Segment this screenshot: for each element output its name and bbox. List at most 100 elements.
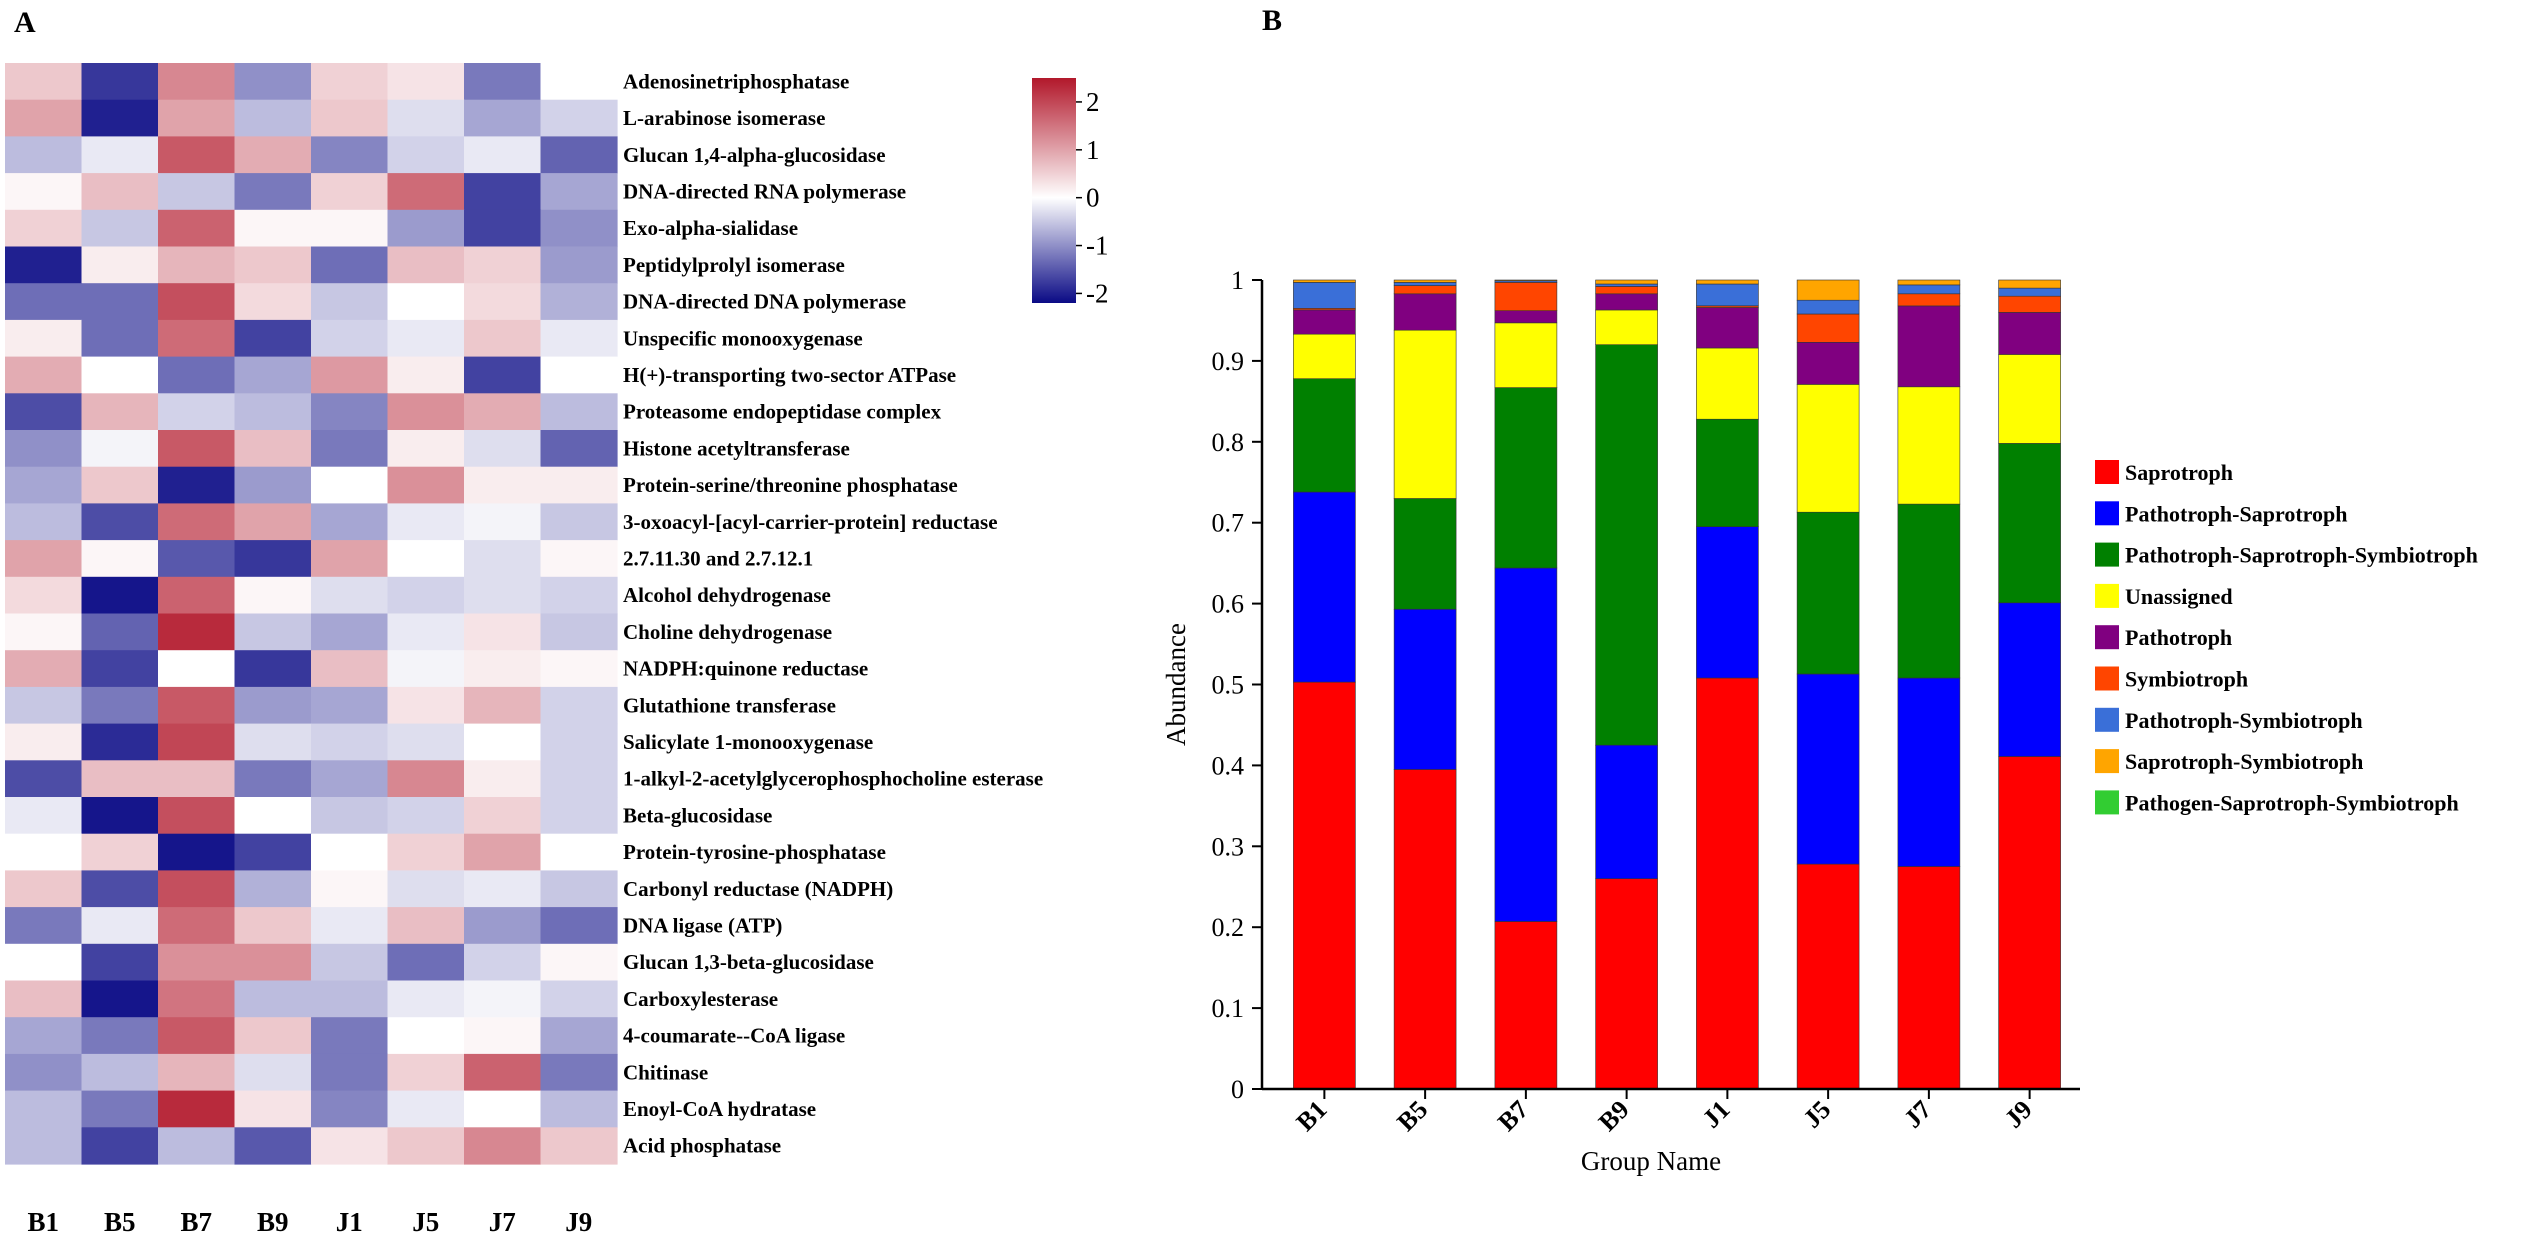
- bar-segment: [1393, 769, 1457, 1090]
- heatmap-cell: [5, 136, 83, 174]
- bar-segment: [1393, 293, 1457, 331]
- heatmap-cell: [387, 1017, 465, 1055]
- heatmap-cell: [387, 723, 465, 761]
- heatmap-cell: [311, 686, 389, 725]
- bar-segment: [1293, 681, 1356, 1090]
- y-tick-label: 0: [1231, 1075, 1244, 1104]
- heatmap-cell: [81, 209, 159, 248]
- heatmap-cell: [81, 686, 159, 725]
- heatmap-cell: [387, 833, 465, 871]
- heatmap-cell: [5, 833, 83, 871]
- heatmap-cell: [234, 613, 312, 651]
- heatmap-column-label: J5: [412, 1207, 439, 1237]
- bar-segment: [1696, 283, 1759, 307]
- y-tick-label: 0.7: [1212, 509, 1245, 538]
- heatmap-cell: [464, 723, 542, 761]
- heatmap-cell: [81, 503, 159, 541]
- heatmap-cell: [5, 1090, 83, 1128]
- heatmap-cell: [540, 1017, 618, 1055]
- heatmap-cell: [464, 1053, 542, 1092]
- heatmap-row-label: DNA-directed RNA polymerase: [623, 180, 906, 204]
- heatmap-cell: [387, 686, 465, 725]
- heatmap-cell: [158, 613, 236, 651]
- x-tick-label: B9: [1593, 1095, 1635, 1137]
- heatmap-column-label: J7: [489, 1207, 516, 1237]
- heatmap-cell: [464, 283, 542, 321]
- heatmap-cell: [311, 870, 389, 908]
- heatmap-cell: [464, 540, 542, 578]
- legend-label: Pathotroph-Saprotroph-Symbiotroph: [2125, 543, 2478, 568]
- bar-segment: [1696, 526, 1759, 679]
- heatmap-row-label: Carboxylesterase: [623, 987, 778, 1011]
- heatmap-cell: [311, 173, 389, 211]
- bar-segment: [1293, 378, 1356, 493]
- heatmap-cell: [464, 1017, 542, 1055]
- heatmap-cell: [234, 870, 312, 908]
- heatmap-cell: [234, 1127, 312, 1165]
- legend-swatch: [2095, 501, 2119, 526]
- heatmap-cell: [81, 943, 159, 982]
- heatmap-cell: [540, 576, 618, 615]
- heatmap-cell: [234, 393, 312, 431]
- heatmap-row-label: Unspecific monooxygenase: [623, 326, 863, 350]
- heatmap-cell: [311, 63, 389, 101]
- heatmap-cell: [158, 980, 236, 1018]
- heatmap-cell: [158, 576, 236, 615]
- heatmap-cell: [540, 760, 618, 798]
- heatmap-cell: [81, 1090, 159, 1128]
- heatmap-cell: [311, 319, 389, 358]
- y-axis-title: Abundance: [1161, 623, 1191, 746]
- legend-swatch: [2095, 666, 2119, 691]
- heatmap-cell: [234, 1053, 312, 1092]
- heatmap-cell: [387, 466, 465, 504]
- colorbar-tick-label: 1: [1086, 135, 1100, 165]
- heatmap-cell: [464, 870, 542, 908]
- heatmap-cell: [387, 503, 465, 541]
- heatmap-cell: [387, 943, 465, 982]
- heatmap-cell: [311, 576, 389, 615]
- heatmap-cell: [311, 246, 389, 284]
- bar-segment: [1293, 282, 1356, 309]
- heatmap-cell: [81, 246, 159, 284]
- heatmap-row-label: 3-oxoacyl-[acyl-carrier-protein] reducta…: [623, 510, 998, 534]
- bar-segment: [1293, 333, 1356, 380]
- bar-segment: [1998, 312, 2061, 355]
- heatmap-cell: [464, 209, 542, 248]
- heatmap-cell: [5, 503, 83, 541]
- heatmap-row-label: Glucan 1,4-alpha-glucosidase: [623, 143, 886, 167]
- bar-segment: [1998, 602, 2061, 757]
- heatmap-cell: [5, 797, 83, 835]
- panel-b-label: B: [1262, 4, 1282, 37]
- legend-swatch: [2095, 790, 2119, 815]
- heatmap-cell: [5, 393, 83, 431]
- heatmap-column-label: B7: [181, 1207, 213, 1237]
- bar-segment: [1696, 677, 1759, 1090]
- bar-segment: [1494, 310, 1558, 324]
- heatmap-cell: [311, 503, 389, 541]
- heatmap-cell: [81, 319, 159, 358]
- bar-segment: [1897, 677, 1961, 867]
- heatmap-cell: [5, 319, 83, 358]
- heatmap-cell: [158, 723, 236, 761]
- heatmap-cell: [387, 63, 465, 101]
- heatmap-cell: [5, 356, 83, 394]
- heatmap-cell: [464, 246, 542, 284]
- colorbar-tick-label: 2: [1086, 87, 1100, 117]
- heatmap-row-label: 4-coumarate--CoA ligase: [623, 1024, 845, 1048]
- heatmap-cell: [311, 907, 389, 945]
- heatmap-cell: [387, 797, 465, 835]
- bar-segment: [1393, 498, 1457, 610]
- heatmap-cell: [81, 430, 159, 468]
- heatmap-column-label: B9: [257, 1207, 289, 1237]
- heatmap-cell: [311, 393, 389, 431]
- heatmap-cell: [234, 63, 312, 101]
- x-tick-label: B1: [1291, 1095, 1333, 1137]
- heatmap-cell: [5, 430, 83, 468]
- legend-label: Symbiotroph: [2125, 667, 2248, 692]
- heatmap-cell: [464, 980, 542, 1018]
- heatmap-cell: [81, 540, 159, 578]
- heatmap-cell: [540, 1090, 618, 1128]
- heatmap-cell: [540, 613, 618, 651]
- heatmap-cell: [387, 1053, 465, 1092]
- heatmap-column-label: B1: [28, 1207, 60, 1237]
